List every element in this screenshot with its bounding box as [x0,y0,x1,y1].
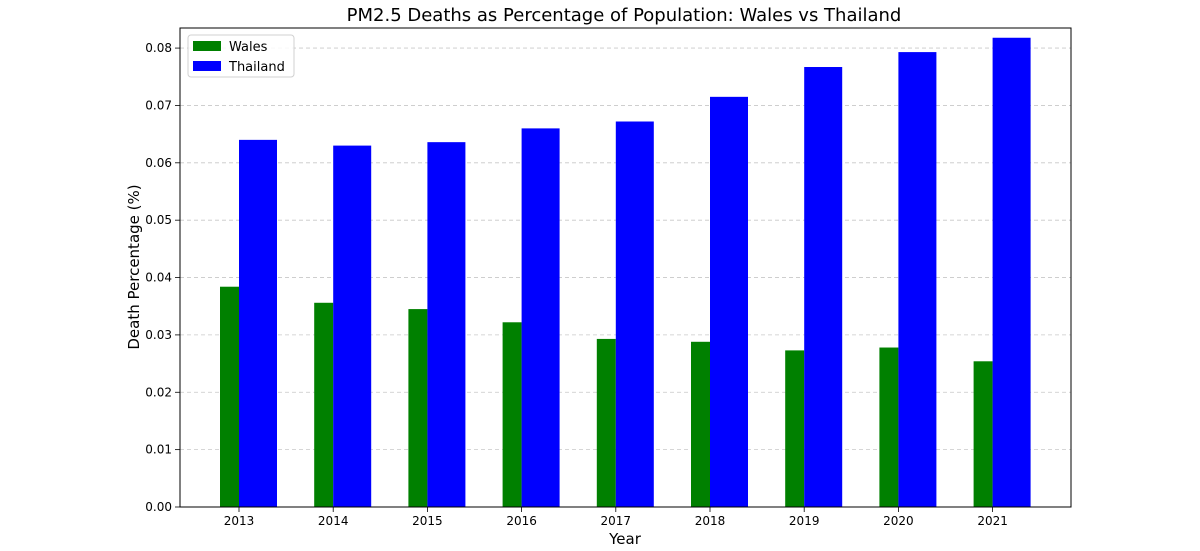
bar-thailand-2020 [898,52,937,507]
y-tick-label: 0.00 [145,500,172,514]
x-tick-label: 2015 [412,514,443,528]
x-axis-label: Year [608,530,642,548]
chart-title: PM2.5 Deaths as Percentage of Population… [347,5,902,26]
y-tick-label: 0.02 [145,385,172,399]
axes: 0.00 0.01 0.02 0.03 0.04 0.05 0.06 0.07 0.08 2013… [145,27,1072,528]
bar-thailand-2021 [992,37,1031,507]
y-tick-label: 0.06 [145,156,172,170]
legend: Wales Thailand [187,34,295,78]
bars [220,37,1031,508]
x-tick-label: 2014 [318,514,349,528]
x-tick-label: 2018 [695,514,726,528]
bar-thailand-2015 [427,142,466,507]
bar-thailand-2017 [615,121,654,508]
plot-frame [179,27,1072,508]
bar-thailand-2018 [710,96,748,508]
bar-thailand-2016 [521,128,560,507]
bar-wales-2020 [879,347,899,507]
x-tick-label: 2019 [789,514,820,528]
y-tick-label: 0.03 [145,328,172,342]
x-tick-label: 2013 [224,514,255,528]
x-tick-label: 2020 [883,514,914,528]
x-tick-label: 2016 [506,514,537,528]
x-tick-label: 2017 [601,514,632,528]
legend-label-wales: Wales [229,40,268,55]
y-tick-label: 0.01 [145,443,172,457]
bar-wales-2015 [408,309,428,507]
legend-swatch-thailand [193,61,221,71]
y-tick-label: 0.07 [145,98,172,112]
y-tick-label: 0.05 [145,213,172,227]
bar-wales-2019 [785,350,805,507]
bar-wales-2016 [502,322,522,507]
legend-swatch-wales [193,41,221,51]
y-tick-label: 0.08 [145,41,172,55]
bar-wales-2021 [973,361,993,507]
bar-thailand-2013 [239,139,277,507]
bar-thailand-2019 [804,67,843,507]
bar-wales-2018 [691,341,710,507]
bar-wales-2014 [314,302,334,507]
y-axis-label: Death Percentage (%) [125,184,143,349]
bar-wales-2013 [220,286,239,507]
bar-wales-2017 [596,338,616,507]
bar-thailand-2014 [333,145,372,507]
x-tick-label: 2021 [977,514,1008,528]
legend-label-thailand: Thailand [228,60,285,75]
y-tick-label: 0.04 [145,271,172,285]
